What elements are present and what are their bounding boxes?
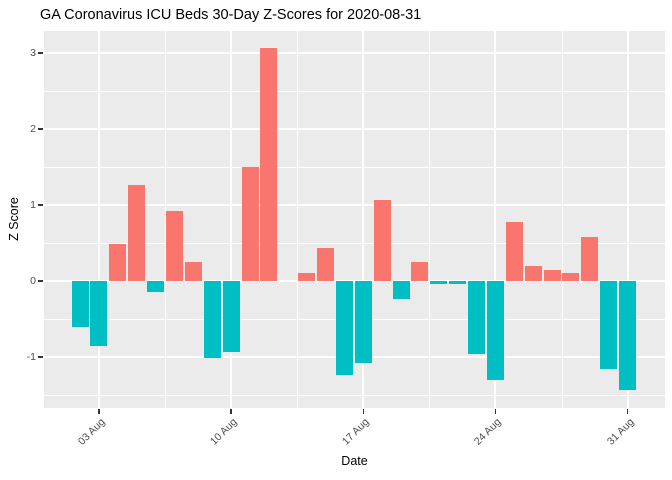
bar-2020-08-25 [505, 221, 523, 281]
y-tick-label: -1 [26, 351, 36, 363]
x-tick-mark [494, 409, 497, 414]
y-tick-label: 1 [30, 199, 36, 211]
y-minor-gridline [44, 243, 665, 244]
x-minor-gridline [297, 31, 299, 408]
bar-2020-08-31 [619, 281, 637, 390]
bar-2020-08-04 [109, 243, 127, 281]
y-tick-label: 2 [30, 123, 36, 135]
y-major-gridline [44, 204, 665, 206]
x-tick-mark [626, 409, 629, 414]
bar-2020-08-03 [90, 281, 108, 347]
y-minor-gridline [44, 167, 665, 168]
y-minor-gridline [44, 319, 665, 320]
bar-2020-08-28 [562, 273, 580, 281]
y-tick-mark [38, 356, 43, 358]
bar-2020-08-24 [486, 281, 504, 380]
x-tick-mark [230, 409, 232, 414]
x-major-gridline [97, 31, 100, 408]
y-tick-mark [38, 280, 43, 282]
y-tick-mark [38, 204, 43, 206]
y-tick-label: 0 [30, 275, 36, 287]
y-minor-gridline [44, 91, 665, 92]
bar-2020-08-30 [600, 281, 618, 370]
y-major-gridline [44, 280, 665, 282]
plot-panel [44, 31, 665, 408]
x-minor-gridline [429, 31, 431, 408]
bar-2020-08-05 [128, 185, 146, 281]
y-tick-label: 3 [30, 47, 36, 59]
y-major-gridline [44, 52, 665, 54]
x-minor-gridline [561, 31, 563, 408]
bar-2020-08-29 [581, 236, 599, 281]
x-tick-mark [98, 409, 100, 414]
bar-2020-08-09 [203, 281, 221, 358]
x-major-gridline [626, 31, 629, 408]
bar-2020-08-02 [71, 281, 89, 328]
y-major-gridline [44, 356, 665, 358]
bar-2020-08-08 [184, 262, 202, 281]
bar-2020-08-17 [354, 281, 372, 364]
bar-2020-08-06 [147, 281, 165, 292]
x-tick-mark [362, 409, 365, 414]
y-minor-gridline [44, 395, 665, 396]
y-tick-mark [38, 128, 43, 130]
bar-2020-08-23 [468, 281, 486, 354]
bar-2020-08-14 [298, 272, 316, 281]
bar-2020-08-07 [166, 211, 183, 281]
bar-2020-08-22 [449, 281, 467, 285]
chart-title: GA Coronavirus ICU Beds 30-Day Z-Scores … [40, 7, 422, 23]
y-tick-mark [38, 52, 43, 54]
bar-2020-08-10 [222, 281, 240, 352]
bar-2020-08-21 [430, 281, 448, 285]
y-axis-title: Z Score [7, 197, 21, 241]
x-major-gridline [494, 31, 497, 408]
bar-2020-08-27 [543, 269, 561, 281]
bar-2020-08-19 [392, 281, 410, 300]
x-axis-title: Date [341, 454, 368, 468]
x-major-gridline [362, 31, 365, 408]
bar-2020-08-11 [241, 167, 259, 281]
y-major-gridline [44, 128, 665, 130]
bar-2020-08-15 [317, 247, 335, 281]
x-minor-gridline [165, 31, 167, 408]
bar-2020-08-16 [335, 281, 353, 376]
bar-2020-08-18 [373, 199, 391, 281]
bar-2020-08-26 [524, 265, 542, 281]
bar-2020-08-12 [260, 47, 278, 281]
bar-2020-08-20 [411, 262, 429, 281]
x-major-gridline [230, 31, 233, 408]
